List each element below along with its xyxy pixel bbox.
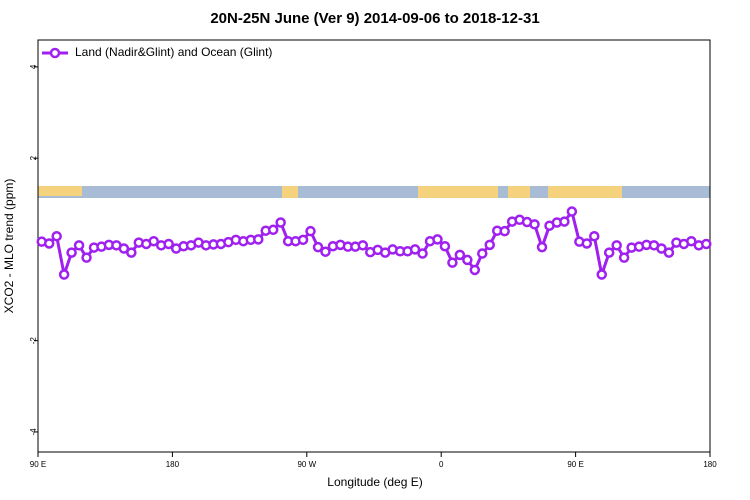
x-tick-label: 180: [703, 460, 717, 469]
data-point: [148, 235, 159, 247]
data-point: [439, 240, 451, 252]
data-point: [43, 238, 55, 249]
data-point: [275, 217, 286, 228]
data-point: [432, 234, 443, 245]
data-point: [126, 247, 137, 258]
data-point: [305, 225, 316, 237]
legend-label: Land (Nadir&Glint) and Ocean (Glint): [75, 45, 272, 59]
data-point: [603, 247, 615, 258]
data-point: [357, 240, 369, 251]
data-point: [611, 240, 622, 251]
x-tick-label: 0: [439, 460, 444, 469]
x-axis-label: Longitude (deg E): [327, 475, 422, 489]
data-point: [454, 249, 466, 261]
data-point: [559, 216, 570, 227]
x-tick-label: 90 W: [297, 460, 316, 469]
legend: Land (Nadir&Glint) and Ocean (Glint): [42, 45, 272, 59]
data-point: [58, 269, 70, 280]
legend-marker: [49, 47, 61, 59]
data-point: [596, 269, 607, 280]
x-tick-label: 180: [166, 460, 180, 469]
data-point: [297, 234, 309, 246]
y-axis-label: XCO2 - MLO trend (ppm): [2, 179, 16, 314]
data-point: [81, 252, 92, 263]
x-tick-label: 90 E: [30, 460, 46, 469]
data-point: [312, 241, 324, 253]
chart-title: 20N-25N June (Ver 9) 2014-09-06 to 2018-…: [210, 10, 539, 27]
data-point: [163, 238, 174, 250]
map-land: [38, 186, 82, 196]
data-point: [581, 238, 593, 249]
data-point: [701, 238, 712, 250]
y-tick-label: 4: [29, 64, 38, 69]
data-point: [589, 230, 600, 242]
data-point: [663, 247, 675, 258]
data-point: [469, 264, 481, 276]
data-point: [447, 257, 458, 268]
data-point: [477, 248, 488, 259]
data-point: [73, 240, 85, 251]
data-point: [656, 243, 667, 254]
data-point: [118, 243, 130, 254]
data-point: [409, 244, 421, 255]
data-point: [686, 235, 697, 247]
data-point: [417, 248, 428, 259]
data-point: [462, 254, 473, 266]
data-point: [566, 206, 578, 217]
y-tick-label: -4: [29, 428, 38, 436]
data-point: [618, 252, 630, 263]
map-land: [418, 186, 498, 198]
y-tick-label: 2: [29, 155, 38, 160]
data-point: [529, 219, 540, 230]
data-point: [536, 241, 548, 253]
x-tick-label: 90 E: [567, 460, 583, 469]
data-point: [51, 230, 62, 242]
data-point: [253, 234, 264, 245]
data-point: [499, 225, 510, 237]
data-point: [66, 247, 77, 258]
data-point: [484, 239, 495, 251]
map-land: [508, 186, 530, 198]
map-land: [548, 186, 622, 198]
map-land: [282, 186, 298, 198]
data-point: [267, 224, 279, 236]
y-tick-label: -2: [29, 337, 38, 345]
data-point: [320, 246, 331, 257]
map-band: [38, 186, 710, 198]
